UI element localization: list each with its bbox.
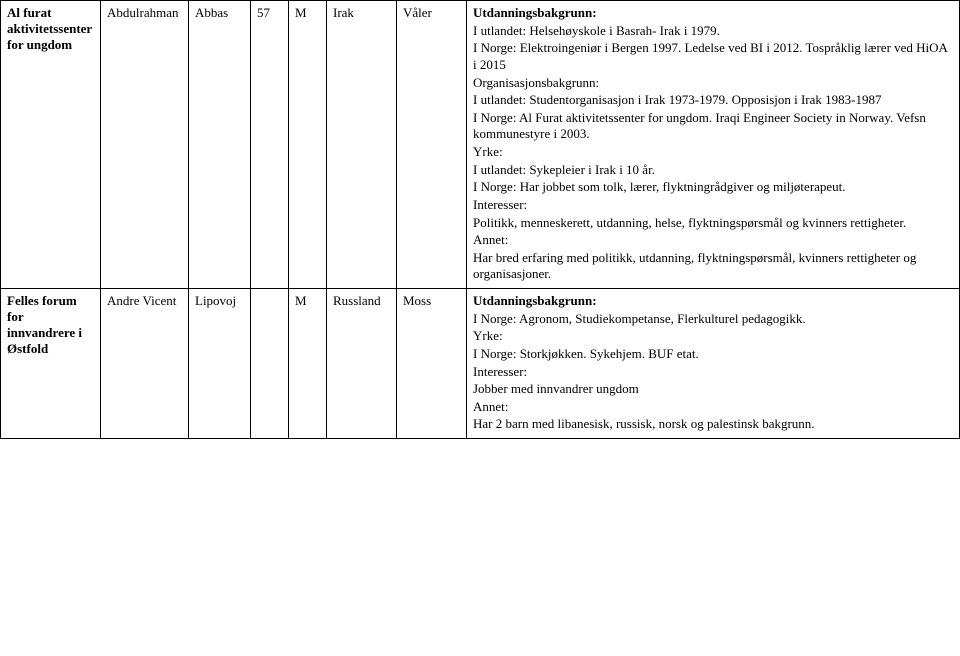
text-other: Har 2 barn med libanesisk, russisk, nors… (473, 416, 953, 433)
cell-age (251, 289, 289, 439)
label-interests: Interesser: (473, 364, 953, 381)
text-org-abroad: I utlandet: Studentorganisasjon i Irak 1… (473, 92, 953, 109)
label-education: Utdanningsbakgrunn: (473, 5, 597, 20)
cell-municipality: Våler (397, 1, 467, 289)
cell-description: Utdanningsbakgrunn: I Norge: Agronom, St… (467, 289, 960, 439)
cell-org: Al furat aktivitetssenter for ungdom (1, 1, 101, 289)
cell-firstname: Andre Vicent (101, 289, 189, 439)
cell-firstname: Abdulrahman (101, 1, 189, 289)
text-education-norway: I Norge: Elektroingeniør i Bergen 1997. … (473, 40, 953, 73)
label-interests: Interesser: (473, 197, 953, 214)
label-education: Utdanningsbakgrunn: (473, 293, 597, 308)
cell-age: 57 (251, 1, 289, 289)
label-occupation: Yrke: (473, 144, 953, 161)
text-education-abroad: I utlandet: Helsehøyskole i Basrah- Irak… (473, 23, 953, 40)
text-occupation-abroad: I utlandet: Sykepleier i Irak i 10 år. (473, 162, 953, 179)
table-row: Al furat aktivitetssenter for ungdom Abd… (1, 1, 960, 289)
text-interests: Politikk, menneskerett, utdanning, helse… (473, 215, 953, 232)
cell-country: Irak (327, 1, 397, 289)
cell-country: Russland (327, 289, 397, 439)
text-occupation-norway: I Norge: Storkjøkken. Sykehjem. BUF etat… (473, 346, 953, 363)
label-other: Annet: (473, 232, 953, 249)
cell-sex: M (289, 1, 327, 289)
table-row: Felles forum for innvandrere i Østfold A… (1, 289, 960, 439)
profile-table: Al furat aktivitetssenter for ungdom Abd… (0, 0, 960, 439)
label-occupation: Yrke: (473, 328, 953, 345)
cell-lastname: Abbas (189, 1, 251, 289)
label-org-background: Organisasjonsbakgrunn: (473, 75, 953, 92)
text-occupation-norway: I Norge: Har jobbet som tolk, lærer, fly… (473, 179, 953, 196)
cell-description: Utdanningsbakgrunn: I utlandet: Helsehøy… (467, 1, 960, 289)
cell-org: Felles forum for innvandrere i Østfold (1, 289, 101, 439)
cell-municipality: Moss (397, 289, 467, 439)
text-interests: Jobber med innvandrer ungdom (473, 381, 953, 398)
cell-lastname: Lipovoj (189, 289, 251, 439)
label-other: Annet: (473, 399, 953, 416)
text-other: Har bred erfaring med politikk, utdannin… (473, 250, 953, 283)
text-education-norway: I Norge: Agronom, Studiekompetanse, Fler… (473, 311, 953, 328)
cell-sex: M (289, 289, 327, 439)
text-org-norway: I Norge: Al Furat aktivitetssenter for u… (473, 110, 953, 143)
